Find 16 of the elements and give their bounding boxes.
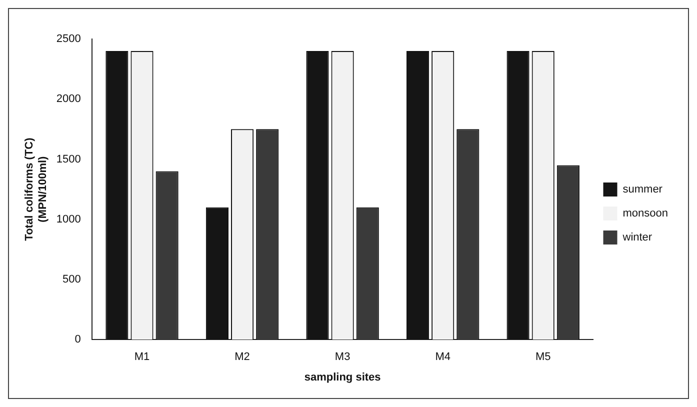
y-tick-label: 1000 (56, 213, 81, 226)
y-tick-label: 2000 (56, 93, 81, 106)
x-tick-label: M4 (435, 351, 450, 364)
legend-label: monsoon (622, 208, 668, 220)
y-axis-title: Total coliforms (TC) (MPN/100ml) (24, 137, 49, 241)
legend-label: winter (622, 232, 652, 244)
y-tick-label: 0 (74, 334, 81, 346)
y-tick-label: 2500 (56, 33, 81, 46)
x-tick-label: M5 (535, 351, 551, 364)
x-tick-label: M1 (134, 351, 150, 364)
x-tick-label: M3 (334, 351, 350, 364)
y-tick-label: 1500 (56, 153, 81, 166)
x-axis-title: sampling sites (304, 371, 381, 384)
legend-label: summer (622, 184, 663, 196)
x-tick-label: M2 (234, 351, 250, 364)
y-tick-label: 500 (62, 274, 81, 286)
